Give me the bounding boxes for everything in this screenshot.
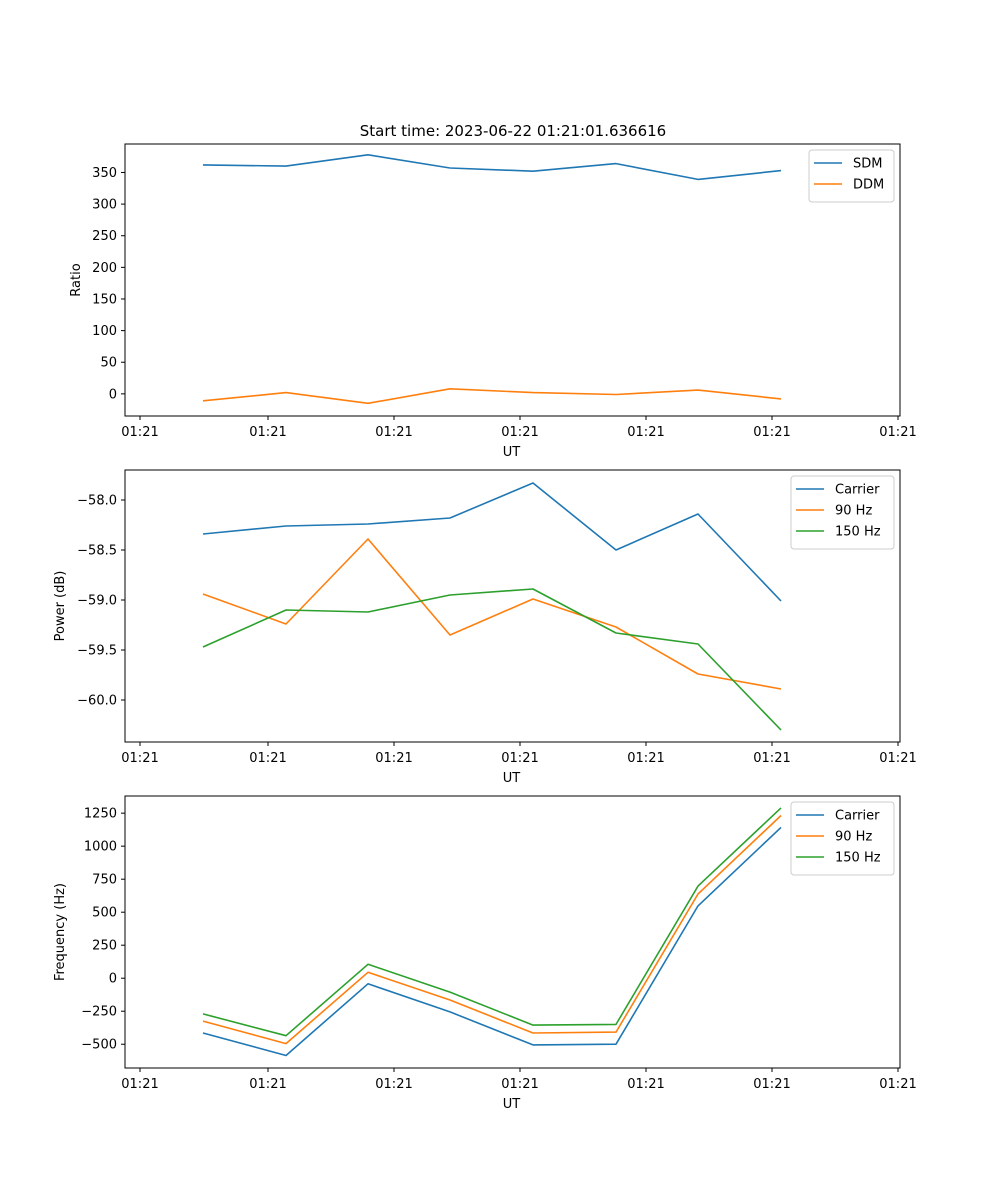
y-axis-label: Ratio <box>69 263 84 296</box>
y-tick-label: 1250 <box>84 807 117 822</box>
legend-label: DDM <box>853 178 884 193</box>
axes-frame <box>124 143 901 417</box>
series-line-150-hz <box>202 588 782 731</box>
series-line-150-hz <box>202 807 782 1037</box>
x-tick-label: 01:21 <box>879 751 916 766</box>
legend: Carrier 90 Hz 150 Hz <box>790 475 895 550</box>
y-tick-label: 200 <box>92 261 117 276</box>
axes-frame <box>124 795 901 1069</box>
y-tick-label: 1000 <box>84 840 117 855</box>
y-axis-label: Frequency (Hz) <box>53 883 68 981</box>
legend-label: 90 Hz <box>835 504 872 519</box>
series-line-carrier <box>202 482 782 602</box>
y-tick-label: −59.5 <box>77 644 117 659</box>
x-tick-label: 01:21 <box>121 751 158 766</box>
x-tick-label: 01:21 <box>375 751 412 766</box>
y-tick-label: −250 <box>81 1005 117 1020</box>
x-tick-label: 01:21 <box>249 1077 286 1092</box>
x-tick-label: 01:21 <box>249 425 286 440</box>
y-tick-label: −60.0 <box>77 694 117 709</box>
x-tick-label: 01:21 <box>501 751 538 766</box>
legend-label: 150 Hz <box>835 525 881 540</box>
y-tick-label: −58.5 <box>77 544 117 559</box>
series-line-sdm <box>202 154 782 181</box>
y-tick-label: 250 <box>92 939 117 954</box>
y-tick-label: 50 <box>100 356 117 371</box>
legend: Carrier 90 Hz 150 Hz <box>790 801 895 876</box>
x-axis-label: UT <box>503 771 521 786</box>
x-tick-label: 01:21 <box>627 1077 664 1092</box>
x-tick-label: 01:21 <box>627 425 664 440</box>
x-tick-label: 01:21 <box>501 1077 538 1092</box>
y-tick-label: −58.0 <box>77 494 117 509</box>
y-tick-label: 100 <box>92 324 117 339</box>
legend-label: 150 Hz <box>835 851 881 866</box>
chart-panel-3: 01:21 01:21 01:21 01:21 01:21 01:21 01:21 −500 −… <box>53 795 917 1112</box>
x-tick-label: 01:21 <box>879 1077 916 1092</box>
chart-panel-1: 01:21 01:21 01:21 01:21 01:21 01:21 01:21 0 50 10… <box>69 143 917 460</box>
y-tick-label: 150 <box>92 292 117 307</box>
legend: SDM DDM <box>808 149 895 203</box>
legend-label: SDM <box>853 157 882 172</box>
x-tick-label: 01:21 <box>501 425 538 440</box>
x-tick-label: 01:21 <box>249 751 286 766</box>
x-tick-label: 01:21 <box>375 425 412 440</box>
y-tick-label: 0 <box>109 972 117 987</box>
series-line-carrier <box>202 826 782 1057</box>
x-tick-label: 01:21 <box>375 1077 412 1092</box>
series-line-90-hz <box>202 538 782 690</box>
y-axis-label: Power (dB) <box>53 571 68 642</box>
y-tick-label: 750 <box>92 873 117 888</box>
legend-label: Carrier <box>835 483 880 498</box>
y-tick-label: −500 <box>81 1038 117 1053</box>
axes-frame <box>124 469 901 743</box>
y-tick-label: 500 <box>92 906 117 921</box>
x-axis-label: UT <box>503 445 521 460</box>
y-tick-label: 250 <box>92 229 117 244</box>
legend-label: 90 Hz <box>835 830 872 845</box>
figure-title: Start time: 2023-06-22 01:21:01.636616 <box>360 122 666 140</box>
legend-label: Carrier <box>835 809 880 824</box>
series-line-90-hz <box>202 814 782 1045</box>
x-tick-label: 01:21 <box>121 425 158 440</box>
x-tick-label: 01:21 <box>753 751 790 766</box>
x-tick-label: 01:21 <box>121 1077 158 1092</box>
x-tick-label: 01:21 <box>753 1077 790 1092</box>
x-tick-label: 01:21 <box>627 751 664 766</box>
x-tick-label: 01:21 <box>879 425 916 440</box>
x-tick-label: 01:21 <box>753 425 790 440</box>
chart-panel-2: 01:21 01:21 01:21 01:21 01:21 01:21 01:21 −60.0… <box>53 469 917 786</box>
x-axis-label: UT <box>503 1097 521 1112</box>
series-line-ddm <box>202 387 782 405</box>
y-tick-label: 0 <box>109 387 117 402</box>
y-tick-label: −59.0 <box>77 594 117 609</box>
y-tick-label: 350 <box>92 166 117 181</box>
y-tick-label: 300 <box>92 198 117 213</box>
